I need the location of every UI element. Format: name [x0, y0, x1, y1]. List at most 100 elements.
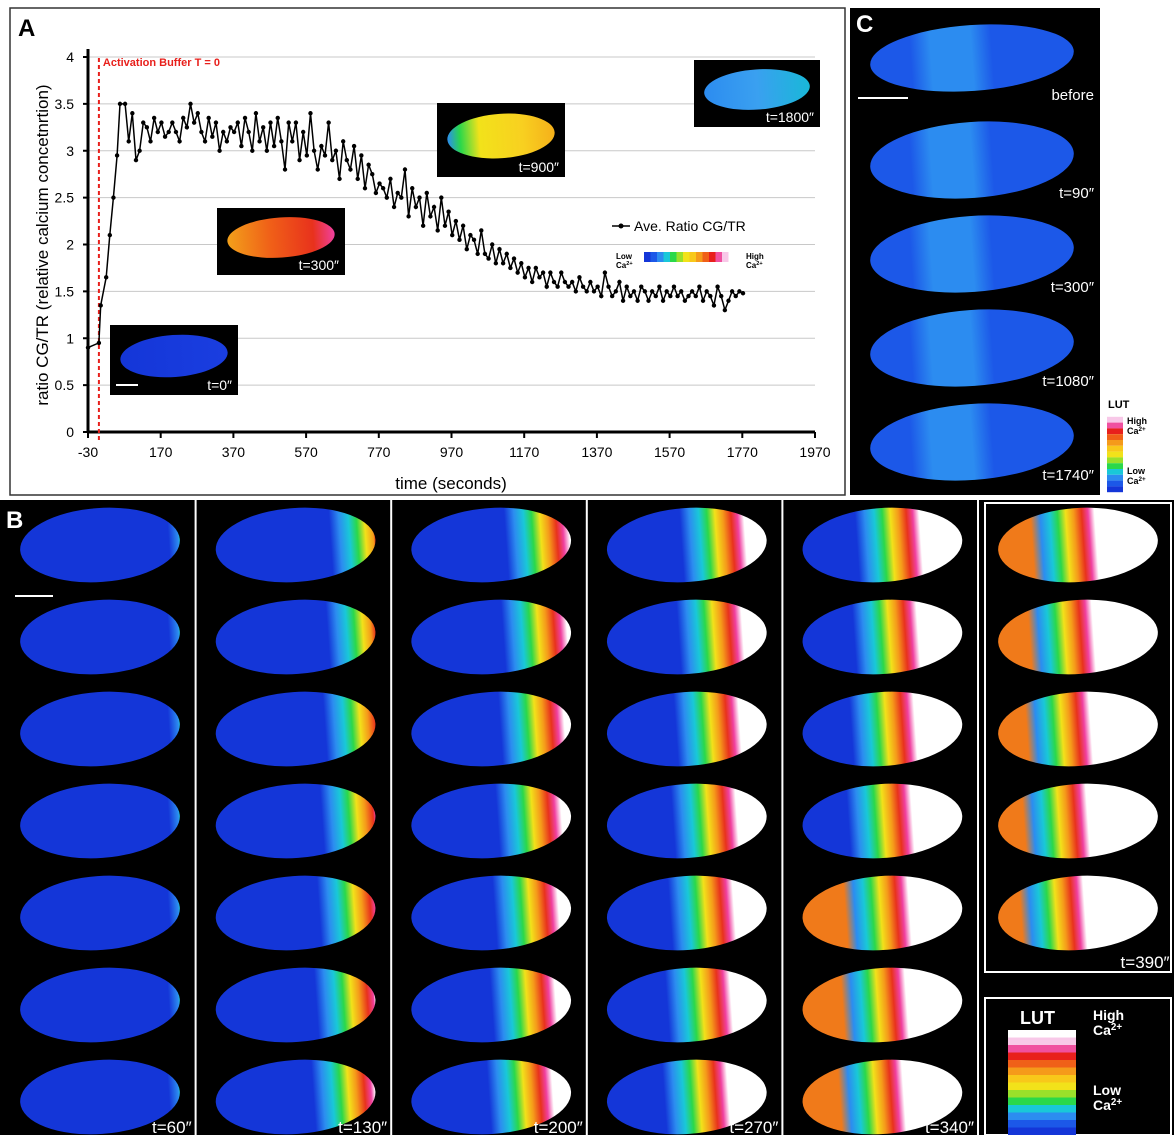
- data-point: [719, 293, 724, 299]
- x-tick-label: 970: [440, 444, 464, 460]
- lut-swatch: [1107, 463, 1123, 469]
- lut-swatch: [1008, 1082, 1076, 1090]
- data-point: [664, 289, 669, 294]
- data-point: [380, 186, 386, 191]
- data-point: [562, 279, 568, 285]
- embryo-image: [998, 875, 1158, 951]
- legend-marker: [618, 223, 624, 229]
- data-point: [595, 284, 600, 289]
- data-point: [406, 214, 411, 219]
- data-point: [162, 134, 168, 139]
- data-point: [293, 120, 299, 125]
- embryo-image: [802, 599, 963, 675]
- embryo-image: [606, 783, 767, 859]
- data-point: [711, 303, 717, 308]
- panel-b-label: t=130″: [338, 1118, 387, 1135]
- data-point: [257, 139, 262, 144]
- data-point: [85, 345, 91, 350]
- data-point: [649, 289, 655, 294]
- data-point: [359, 153, 364, 158]
- data-point: [384, 195, 389, 200]
- embryo-image: [411, 783, 572, 859]
- data-point: [555, 284, 560, 289]
- data-point: [468, 232, 473, 238]
- data-point: [362, 186, 368, 191]
- data-point: [311, 148, 317, 153]
- lut-swatch: [1008, 1030, 1076, 1038]
- data-point: [199, 129, 204, 135]
- y-tick-label: 1: [66, 330, 74, 346]
- panel-c-label: before: [1051, 87, 1094, 104]
- data-point: [740, 291, 746, 296]
- data-point: [471, 237, 477, 243]
- data-point: [117, 101, 123, 107]
- data-point: [264, 148, 270, 153]
- data-point: [679, 289, 684, 294]
- data-point: [490, 242, 495, 247]
- data-point: [540, 270, 546, 275]
- data-point: [733, 293, 738, 299]
- lut-swatch: [1008, 1037, 1076, 1045]
- lut-swatch: [1008, 1120, 1076, 1128]
- embryo-image: [606, 691, 767, 767]
- data-point: [450, 232, 455, 238]
- data-point: [159, 120, 164, 125]
- data-point: [722, 307, 728, 313]
- lut-charge: 2+: [1111, 1022, 1122, 1033]
- lut-swatch: [670, 252, 677, 262]
- data-point: [297, 157, 302, 163]
- x-tick-label: 770: [367, 444, 391, 460]
- embryo-image: [411, 875, 572, 951]
- data-point: [686, 293, 691, 299]
- embryo-image: [606, 967, 767, 1043]
- panel-c-label: t=300″: [1051, 279, 1095, 296]
- lut-swatch: [722, 252, 729, 262]
- lut-swatch: [709, 252, 716, 262]
- lut-swatch: [683, 252, 690, 262]
- data-point: [729, 289, 735, 294]
- x-tick-label: 1370: [581, 444, 612, 460]
- data-point: [529, 279, 535, 285]
- data-point: [308, 111, 313, 116]
- data-point: [508, 265, 513, 271]
- embryo-image: [606, 875, 767, 951]
- lut-ion: Ca: [1093, 1022, 1111, 1038]
- data-point: [304, 153, 310, 158]
- data-point: [144, 125, 150, 130]
- data-point: [533, 265, 539, 271]
- data-point: [697, 284, 702, 289]
- lut-charge: 2+: [1111, 1097, 1122, 1108]
- data-point: [551, 279, 557, 285]
- inset-image: [447, 113, 555, 159]
- data-point: [613, 289, 619, 294]
- lut-swatch: [702, 252, 709, 262]
- data-point: [373, 190, 379, 196]
- embryo-image: [411, 599, 572, 675]
- embryo-image: [802, 1059, 963, 1135]
- lut-swatch: [1107, 416, 1123, 423]
- data-point: [420, 223, 426, 228]
- data-point: [573, 289, 579, 294]
- data-point: [224, 139, 230, 144]
- lut-label: Ca2+: [1093, 1097, 1122, 1114]
- lut-swatch: [644, 252, 651, 262]
- lut-label: High: [1127, 416, 1147, 426]
- data-point: [639, 284, 644, 289]
- lut-title: LUT: [1020, 1008, 1055, 1028]
- embryo-image: [411, 507, 572, 583]
- data-point: [693, 293, 698, 299]
- embryo-image: [20, 691, 180, 767]
- x-axis-label: time (seconds): [395, 474, 506, 493]
- data-point: [122, 101, 128, 107]
- lut-swatch: [1008, 1127, 1076, 1135]
- data-point: [566, 284, 571, 289]
- data-point: [526, 265, 531, 271]
- data-point: [504, 251, 509, 257]
- data-point: [708, 293, 713, 299]
- lut-label: Low: [616, 252, 633, 261]
- panel-b-label: t=270″: [729, 1118, 778, 1135]
- data-point: [351, 143, 357, 149]
- data-point: [439, 195, 444, 200]
- embryo-image: [606, 507, 767, 583]
- data-point: [620, 298, 626, 303]
